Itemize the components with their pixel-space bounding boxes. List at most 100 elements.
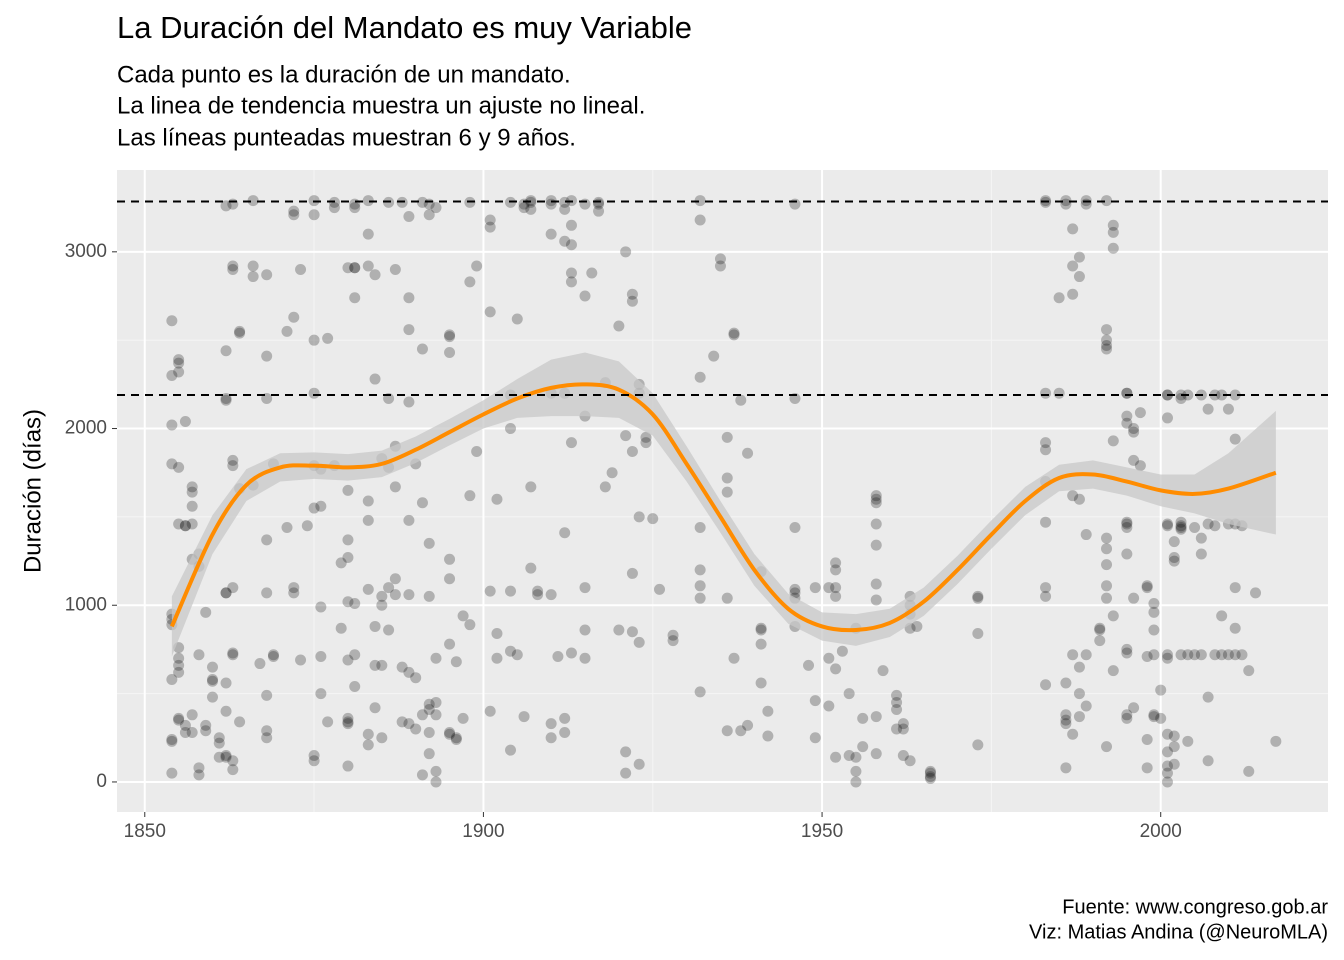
point: [579, 290, 591, 302]
point: [565, 437, 577, 449]
point: [166, 673, 178, 685]
point: [694, 195, 706, 207]
point: [173, 659, 185, 671]
point: [1134, 460, 1146, 472]
point: [1101, 592, 1113, 604]
point: [308, 334, 320, 346]
point: [654, 583, 666, 595]
point: [721, 431, 733, 443]
point: [620, 746, 632, 758]
point: [735, 394, 747, 406]
point: [1107, 242, 1119, 254]
point: [1236, 649, 1248, 661]
point: [254, 658, 266, 670]
point: [694, 686, 706, 698]
point: [322, 332, 334, 344]
point: [349, 262, 361, 274]
point: [1073, 271, 1085, 283]
point: [457, 712, 469, 724]
point: [830, 557, 842, 569]
point: [444, 573, 456, 585]
point: [328, 202, 340, 214]
point: [444, 331, 456, 343]
point: [1080, 529, 1092, 541]
point: [200, 725, 212, 737]
point: [972, 628, 984, 640]
point: [383, 582, 395, 594]
y-tick-label: 0: [96, 771, 107, 792]
point: [1101, 343, 1113, 355]
point: [234, 327, 246, 339]
point: [179, 415, 191, 427]
point: [444, 638, 456, 650]
point: [714, 260, 726, 272]
point: [220, 749, 232, 761]
point: [369, 620, 381, 632]
point: [728, 327, 740, 339]
point: [1141, 650, 1153, 662]
point: [484, 214, 496, 226]
point: [667, 635, 679, 647]
point: [972, 590, 984, 602]
point: [505, 423, 517, 435]
point: [369, 269, 381, 281]
point: [315, 688, 327, 700]
point: [450, 656, 462, 668]
point: [362, 260, 374, 272]
point: [1168, 555, 1180, 567]
point: [349, 292, 361, 304]
point: [1128, 454, 1140, 466]
point: [335, 622, 347, 634]
point: [565, 276, 577, 288]
point: [403, 666, 415, 678]
point: [267, 649, 279, 661]
point: [640, 437, 652, 449]
point: [1148, 649, 1160, 661]
point: [1175, 649, 1187, 661]
point: [464, 619, 476, 631]
point: [166, 734, 178, 746]
point: [565, 219, 577, 231]
point: [843, 749, 855, 761]
point: [626, 567, 638, 579]
point: [1067, 260, 1079, 272]
point: [721, 592, 733, 604]
point: [423, 590, 435, 602]
point: [1107, 226, 1119, 238]
point: [1094, 622, 1106, 634]
point: [1040, 516, 1052, 528]
point: [362, 495, 374, 507]
point: [220, 394, 232, 406]
point: [376, 599, 388, 611]
point: [179, 520, 191, 532]
point: [362, 739, 374, 751]
point: [444, 726, 456, 738]
point: [1161, 412, 1173, 424]
point: [1168, 730, 1180, 742]
point: [166, 370, 178, 382]
point: [403, 514, 415, 526]
point: [444, 347, 456, 359]
point: [471, 260, 483, 272]
point: [403, 396, 415, 408]
point: [1101, 324, 1113, 336]
point: [261, 689, 273, 701]
point: [633, 511, 645, 523]
point: [423, 698, 435, 710]
point: [315, 601, 327, 613]
point: [579, 198, 591, 210]
point: [1161, 746, 1173, 758]
point: [1107, 435, 1119, 447]
point: [613, 320, 625, 332]
trend-line: [170, 382, 1277, 633]
point: [505, 744, 517, 756]
point: [870, 711, 882, 723]
point: [714, 253, 726, 265]
point: [830, 751, 842, 763]
point: [200, 606, 212, 618]
point: [281, 521, 293, 533]
point: [484, 221, 496, 233]
point: [173, 666, 185, 678]
point: [728, 652, 740, 664]
point: [1229, 433, 1241, 445]
